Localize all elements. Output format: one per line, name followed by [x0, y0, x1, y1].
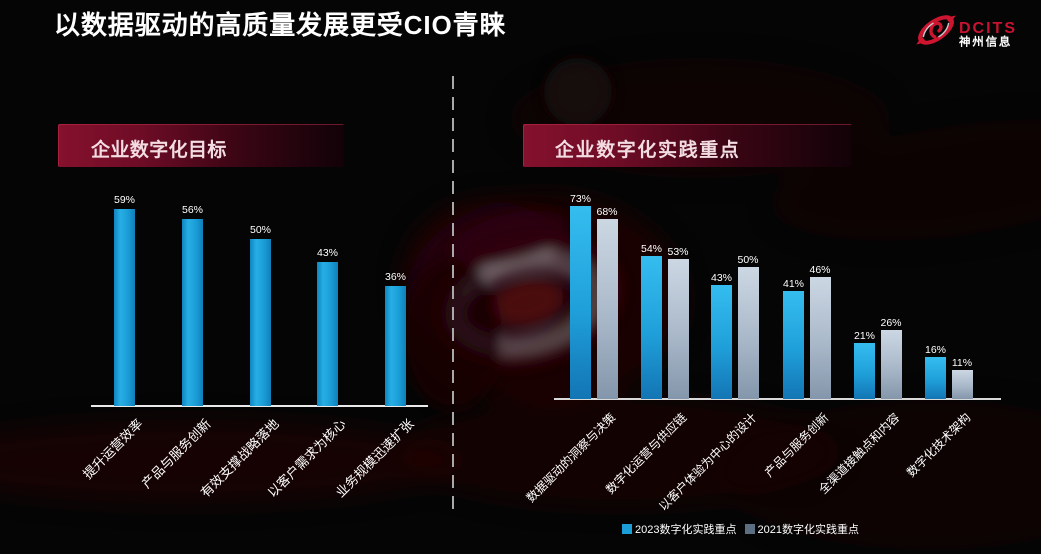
svg-text:DCITS: DCITS	[959, 20, 1017, 37]
svg-text:神州信息: 神州信息	[959, 35, 1012, 49]
